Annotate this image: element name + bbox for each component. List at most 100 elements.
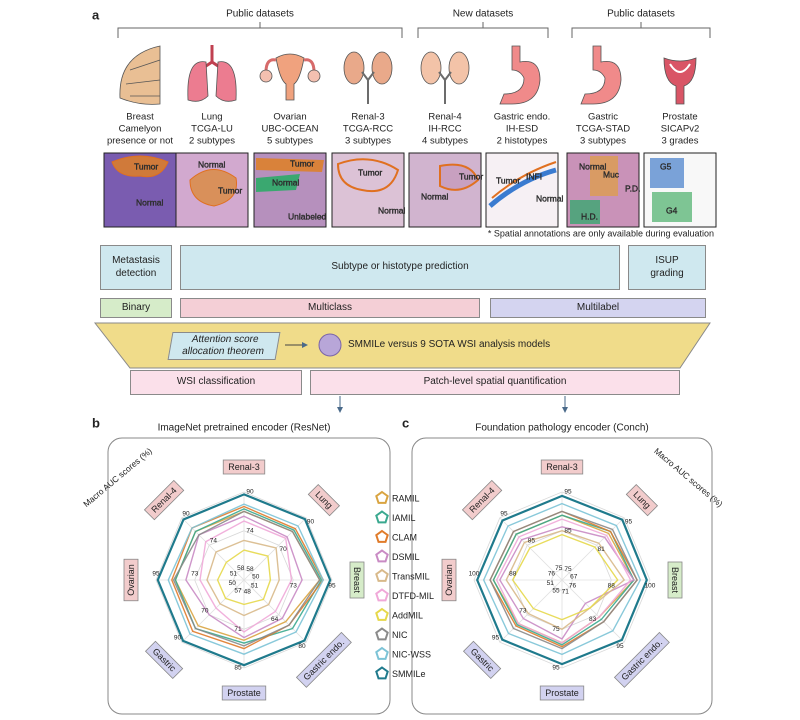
spoke bbox=[499, 579, 563, 643]
task-box: Subtype or histotype prediction bbox=[180, 245, 620, 290]
panel-label: c bbox=[402, 415, 409, 430]
tick-label: 95 bbox=[492, 635, 500, 642]
axis-label: Prostate bbox=[539, 685, 585, 701]
axis-label-box bbox=[540, 459, 584, 475]
dataset-name: TCGA-STAD bbox=[576, 124, 630, 135]
spoke bbox=[561, 579, 625, 643]
axis-label-box bbox=[461, 479, 503, 521]
tick-label: 58 bbox=[237, 565, 245, 572]
region-label: H.D. bbox=[581, 211, 598, 221]
tick-label: 74 bbox=[246, 527, 254, 534]
tick-label: 95 bbox=[625, 519, 633, 526]
axis-label-box bbox=[143, 479, 185, 521]
region-label: Normal bbox=[272, 177, 300, 187]
legend-label: NIC-WSS bbox=[392, 649, 431, 659]
region-label: Normal bbox=[378, 205, 406, 215]
tick-label: 88 bbox=[608, 583, 616, 590]
chart-title: ImageNet pretrained encoder (ResNet) bbox=[158, 423, 331, 434]
axis-title: Macro AUC scores (%) bbox=[652, 446, 725, 509]
legend-marker bbox=[375, 646, 389, 660]
legend-marker bbox=[375, 529, 389, 543]
axis-label-box bbox=[441, 558, 457, 602]
tick-label: 95 bbox=[152, 571, 160, 578]
axis-label: Renal-4 bbox=[461, 479, 503, 521]
tick-label: 85 bbox=[528, 538, 536, 545]
tick-label: 67 bbox=[570, 573, 578, 580]
axis-title: Macro AUC scores (%) bbox=[81, 446, 154, 509]
tick-label: 90 bbox=[307, 519, 315, 526]
dataset-task: 4 subtypes bbox=[422, 136, 468, 147]
tick-label: 100 bbox=[645, 583, 656, 590]
region-label: Muc bbox=[603, 169, 620, 179]
tick-label: 90 bbox=[174, 635, 182, 642]
region-label: Tumor bbox=[496, 175, 520, 185]
axis-label-box bbox=[295, 631, 352, 688]
series-line bbox=[156, 493, 332, 667]
chart-frame bbox=[107, 437, 391, 715]
series-line bbox=[492, 514, 635, 646]
legend-label: IAMIL bbox=[392, 513, 416, 523]
output-box: WSI classification bbox=[130, 370, 302, 395]
spoke bbox=[499, 517, 563, 581]
tick-label: 83 bbox=[589, 616, 597, 623]
series-line bbox=[476, 494, 648, 666]
region-label: Normal bbox=[536, 193, 564, 203]
axis-label-box bbox=[613, 631, 670, 688]
region-label: INFI bbox=[526, 171, 542, 181]
tick-label: 76 bbox=[569, 583, 577, 590]
axis-label-text: Breast bbox=[670, 567, 680, 594]
group-label: Public datasets bbox=[607, 9, 675, 20]
tick-label: 70 bbox=[279, 546, 287, 553]
tick-label: 95 bbox=[616, 643, 624, 650]
axis-label-box bbox=[221, 685, 267, 701]
legend-label: SMMILe bbox=[392, 669, 426, 679]
series-line bbox=[185, 515, 303, 639]
legend-marker bbox=[375, 549, 389, 563]
dataset-organ: Gastric endo. bbox=[494, 112, 551, 123]
series-line bbox=[199, 520, 293, 633]
dataset-name: SICAPv2 bbox=[661, 124, 700, 135]
legend-label: NIC bbox=[392, 630, 408, 640]
tick-label: 51 bbox=[251, 583, 259, 590]
axis-label-box bbox=[144, 640, 184, 680]
organ-icons bbox=[119, 45, 697, 105]
note: * Spatial annotations are only available… bbox=[488, 228, 714, 238]
region-label: P.D. bbox=[625, 183, 640, 193]
dataset-name: IH-RCC bbox=[428, 124, 461, 135]
tick-label: 76 bbox=[548, 571, 556, 578]
tick-label: 51 bbox=[230, 571, 238, 578]
series-line bbox=[498, 526, 635, 640]
region-label: Normal bbox=[136, 197, 164, 207]
dataset-organ: Ovarian bbox=[273, 112, 306, 123]
tick-label: 71 bbox=[234, 626, 242, 633]
task-box: Metastasis detection bbox=[100, 245, 172, 290]
model-icon bbox=[318, 333, 342, 357]
tick-label: 75 bbox=[555, 565, 563, 572]
region-label: Tumor bbox=[358, 167, 382, 177]
axis-label-text: Prostate bbox=[227, 688, 261, 698]
task-box: ISUP grading bbox=[628, 245, 706, 290]
axis-label: Ovarian bbox=[123, 558, 139, 602]
axis-label-text: Gastric endo. bbox=[619, 637, 664, 682]
axis-label: Gastric bbox=[144, 640, 184, 680]
axis-label: Lung bbox=[307, 483, 341, 517]
tick-label: 88 bbox=[509, 571, 517, 578]
series-line bbox=[495, 518, 632, 644]
group-label: Public datasets bbox=[226, 9, 294, 20]
panel-label: a bbox=[92, 7, 100, 22]
series-line bbox=[511, 533, 619, 621]
tick-label: 55 bbox=[552, 587, 560, 594]
dataset-name: IH-ESD bbox=[506, 124, 538, 135]
axis-label: Renal-4 bbox=[143, 479, 185, 521]
tick-label: 73 bbox=[519, 607, 527, 614]
axis-label-box bbox=[462, 640, 502, 680]
group-label: New datasets bbox=[453, 9, 514, 20]
axis-label: Renal-3 bbox=[222, 459, 266, 475]
axis-label-text: Renal-3 bbox=[546, 462, 578, 472]
series-line bbox=[482, 502, 642, 656]
tick-label: 85 bbox=[234, 665, 242, 672]
legend-marker bbox=[375, 627, 389, 641]
dataset-task: 3 subtypes bbox=[345, 136, 391, 147]
tick-label: 73 bbox=[290, 583, 298, 590]
